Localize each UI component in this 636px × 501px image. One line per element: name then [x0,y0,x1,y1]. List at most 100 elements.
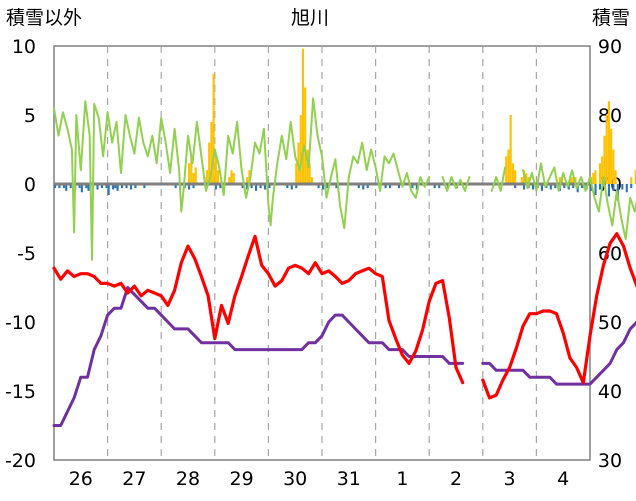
precip-bar [514,170,517,184]
precip-bar [301,48,305,185]
precip-bar [520,177,523,184]
other-bar [174,184,177,189]
precip-bar [232,172,235,184]
left-tick-label: -20 [5,450,36,472]
precip-bar [511,163,514,184]
other-bar [554,184,557,189]
precip-bar [194,167,197,184]
temperature-line [52,234,465,385]
other-bar [100,184,104,189]
precip-bar [605,115,608,184]
other-bar [112,184,115,190]
precip-bar [208,142,211,184]
precip-bar [592,172,595,184]
other-bar [54,184,57,189]
other-bar [121,184,124,189]
other-bar [134,184,137,189]
day-tick-label: 2 [450,468,462,490]
left-tick-label: 0 [24,174,36,196]
other-bar [78,184,81,189]
day-tick-label: 30 [283,468,307,490]
other-bar [563,184,566,189]
other-bar [107,184,110,196]
precip-bar [527,177,530,184]
other-bar [259,184,262,189]
snow_depth-line [52,286,465,427]
other-bar [116,184,119,191]
precip-bar [603,135,606,184]
day-tick-label: 29 [230,468,254,490]
other-bar [549,184,552,190]
other-bar [317,184,320,189]
other-bar [62,184,66,189]
other-bar [65,184,68,191]
right-tick-label: 90 [598,36,622,58]
other-bar [590,184,593,191]
day-tick-labels: 26 27 28 29 30 31 1 2 3 4 [69,468,570,490]
other-bar [85,184,88,189]
other-bar [255,184,258,191]
precip-bar [212,73,215,184]
precip-bar [230,170,233,184]
other-bar [326,184,329,189]
right-tick-label: 80 [598,105,622,127]
precip-bar [630,177,633,184]
left-tick-labels: 10 5 0 -5 -10 -15 -20 [5,36,36,472]
wind-line [441,176,471,192]
wind-line [490,166,507,192]
precip-bar [248,170,251,184]
left-axis-label: 積雪以外 [6,7,82,29]
right-tick-label: 50 [598,312,622,334]
left-tick-label: -5 [17,243,36,265]
other-bar [192,184,195,189]
other-bar [125,184,128,189]
other-bar [96,184,99,190]
other-bar [594,184,597,196]
other-bar [612,184,615,191]
other-bar [188,184,191,190]
other-bar [143,184,146,189]
other-bar [263,184,267,190]
other-bar [366,184,369,189]
precip-bar [572,177,575,184]
other-bar [598,184,602,190]
wind-line [522,162,636,241]
day-tick-label: 31 [337,468,361,490]
chart-title: 旭川 [291,7,329,29]
other-bar [322,184,325,190]
precip-bar [614,170,617,184]
day-tick-label: 1 [396,468,408,490]
other-bar [357,184,360,189]
other-bar [286,184,289,189]
snow_depth-line [481,320,636,386]
precip-bar [594,170,597,184]
other-bar [572,184,575,189]
day-tick-label: 3 [504,468,516,490]
other-bar [246,184,249,190]
right-tick-label: 40 [598,381,622,403]
other-bar [514,184,517,189]
day-tick-label: 28 [176,468,200,490]
other-bar [362,184,365,190]
precip-bar [214,156,217,184]
precip-bar [308,163,311,184]
day-gridlines [106,46,538,460]
left-tick-label: -10 [5,312,36,334]
other-bar [625,184,628,193]
other-bar [105,184,108,189]
other-bar [295,184,298,189]
other-bar [80,184,83,193]
precip-bar [228,177,231,184]
other-bar [540,184,543,191]
other-bar [581,184,584,189]
precip-bar [601,156,604,184]
wind-line [53,97,431,261]
precip-bar [188,163,191,184]
day-tick-label: 4 [557,468,569,490]
other-bars [54,184,633,201]
right-axis-label: 積雪 [592,7,630,29]
other-bar [290,184,293,190]
other-bar [268,184,271,189]
precip-bar [310,177,313,184]
precip-bar [205,170,208,184]
